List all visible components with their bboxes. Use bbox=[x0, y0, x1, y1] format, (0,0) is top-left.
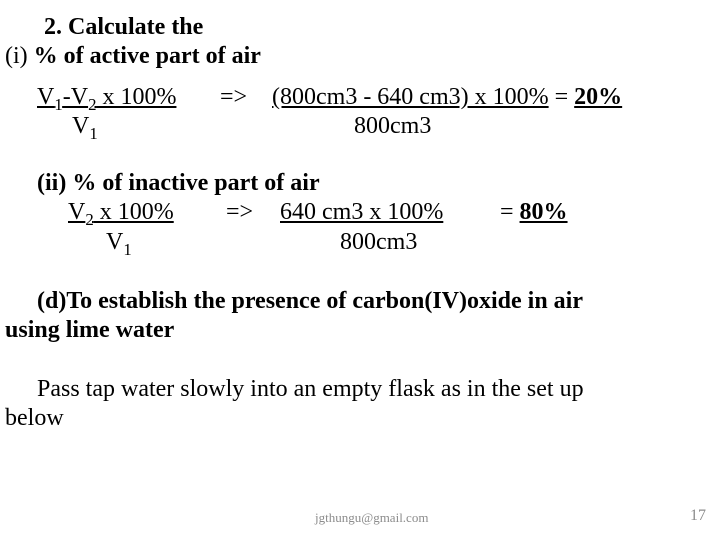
footer-page-number: 17 bbox=[690, 507, 706, 525]
formula1-denominator: V1 bbox=[72, 113, 98, 140]
formula1-numerator: V1-V2 x 100% bbox=[37, 84, 176, 111]
f1-s1: 1 bbox=[54, 95, 62, 114]
formula1-rhs-den: 800cm3 bbox=[354, 113, 431, 140]
formula2-arrow: => bbox=[226, 199, 253, 226]
f2-v: V bbox=[68, 199, 85, 225]
formula2-rhs-num: 640 cm3 x 100% bbox=[280, 199, 443, 226]
title-l2-text: % of active part of air bbox=[34, 43, 261, 69]
f2-rhs-num-text: 640 cm3 x 100% bbox=[280, 199, 443, 225]
f1-rhs-eq: = bbox=[549, 84, 575, 110]
formula2-denominator: V1 bbox=[106, 229, 132, 256]
formula2-numerator: V2 x 100% bbox=[68, 199, 174, 226]
f1-den-v: V bbox=[72, 113, 89, 139]
formula2-rhs-den: 800cm3 bbox=[340, 229, 417, 256]
f2-rest: x 100% bbox=[94, 199, 174, 225]
f2-rhs-res: 80% bbox=[520, 199, 568, 225]
formula1-arrow: => bbox=[220, 84, 247, 111]
footer-email: jgthungu@gmail.com bbox=[315, 510, 428, 526]
f2-rhs-eq: = bbox=[500, 199, 520, 225]
f2-den-v: V bbox=[106, 229, 123, 255]
f1-v1: V bbox=[37, 84, 54, 110]
f1-den-s: 1 bbox=[89, 124, 97, 143]
f2-s: 2 bbox=[85, 210, 93, 229]
f2-den-s: 1 bbox=[123, 240, 131, 259]
section2-head: (ii) % of inactive part of air bbox=[37, 170, 320, 197]
para-d-l1: (d)To establish the presence of carbon(I… bbox=[37, 288, 583, 315]
formula2-rhs-result: = 80% bbox=[500, 199, 568, 226]
f1-rest: x 100% bbox=[96, 84, 176, 110]
f1-rhs-num-text: (800cm3 - 640 cm3) x 100% bbox=[272, 84, 549, 110]
f1-rhs-res: 20% bbox=[574, 84, 622, 110]
slide: 2. Calculate the (i) % of active part of… bbox=[0, 0, 720, 540]
para-e-l1: Pass tap water slowly into an empty flas… bbox=[37, 376, 584, 403]
para-e-l2: below bbox=[5, 405, 64, 432]
f1-hv2: -V bbox=[63, 84, 88, 110]
formula1-rhs-num: (800cm3 - 640 cm3) x 100% = 20% bbox=[272, 84, 622, 111]
title-line1: 2. Calculate the bbox=[44, 14, 203, 41]
title-l2-prefix: (i) bbox=[5, 43, 34, 69]
title-line2: (i) % of active part of air bbox=[5, 43, 261, 70]
para-d-l2: using lime water bbox=[5, 317, 174, 344]
